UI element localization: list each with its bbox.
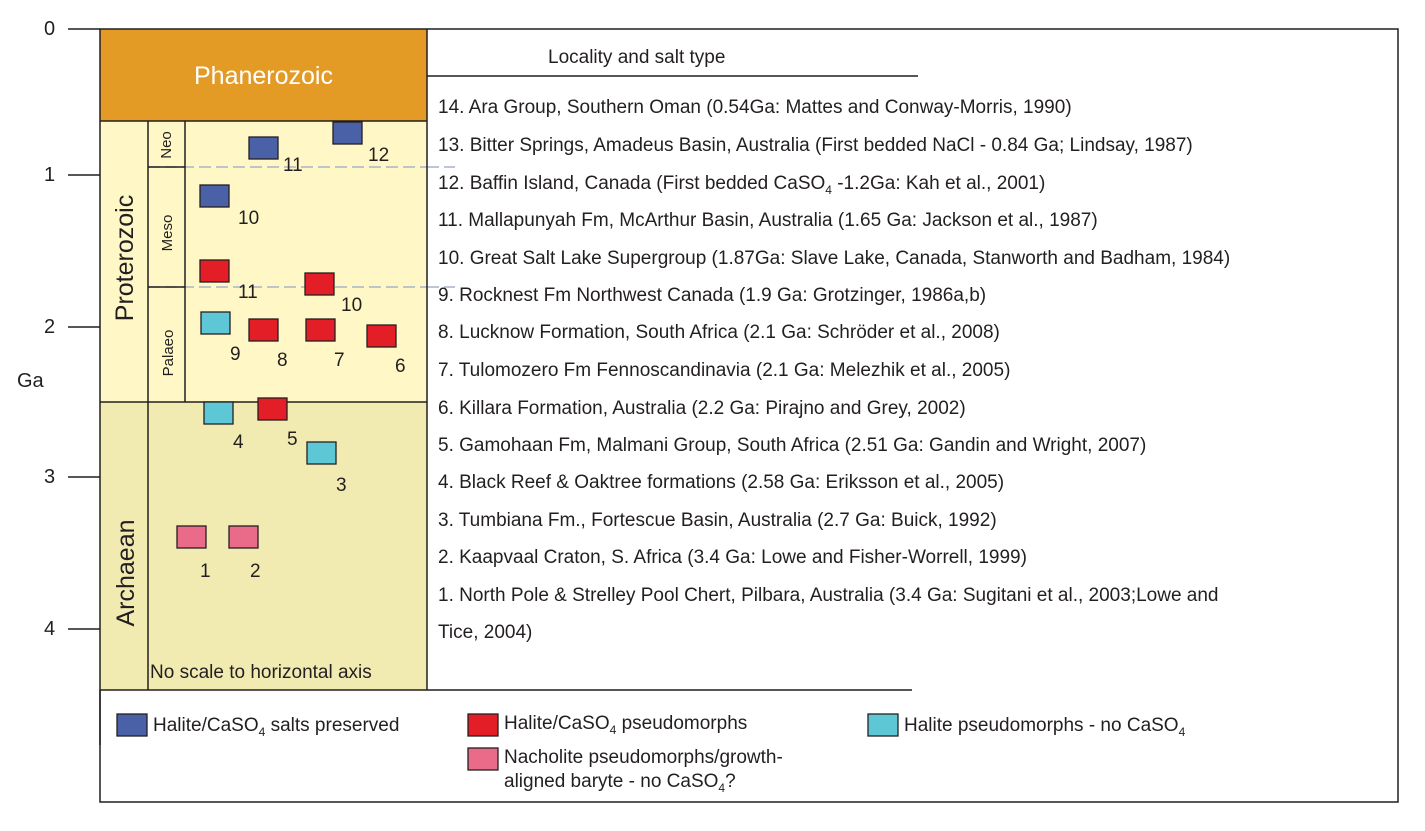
legend-pseudomorph-label: Halite/CaSO4 pseudomorphs	[504, 713, 748, 737]
legend-swatch-preserved	[116, 713, 148, 737]
marker-3-halite	[306, 441, 337, 465]
marker-9-halite	[200, 311, 231, 335]
archaean-box	[100, 402, 427, 690]
legend-swatch-pseudomorph	[467, 713, 499, 737]
marker-label-10a: 10	[238, 208, 260, 229]
marker-8-pseudomorph	[248, 318, 279, 342]
marker-12-preserved	[332, 121, 363, 145]
locality-14: 14. Ara Group, Southern Oman (0.54Ga: Ma…	[438, 97, 1072, 118]
locality-2: 2. Kaapvaal Craton, S. Africa (3.4 Ga: L…	[438, 547, 1027, 568]
locality-header: Locality and salt type	[548, 47, 726, 68]
legend-nacholite-label-1: Nacholite pseudomorphs/growth-	[504, 747, 783, 768]
locality-4: 4. Black Reef & Oaktree formations (2.58…	[438, 472, 1005, 493]
marker-2-nacholite	[228, 525, 259, 549]
marker-5-pseudomorph	[257, 397, 288, 421]
marker-1-nacholite	[176, 525, 207, 549]
locality-13: 13. Bitter Springs, Amadeus Basin, Austr…	[438, 135, 1193, 156]
marker-7-pseudomorph	[305, 318, 336, 342]
marker-11-preserved	[248, 136, 279, 160]
marker-6-pseudomorph	[366, 324, 397, 348]
marker-label-6: 6	[395, 356, 406, 377]
phanerozoic-box	[100, 29, 427, 121]
marker-11-pseudomorph	[199, 259, 230, 283]
marker-label-9: 9	[230, 344, 241, 365]
locality-12: 12. Baffin Island, Canada (First bedded …	[438, 173, 1046, 197]
locality-9: 9. Rocknest Fm Northwest Canada (1.9 Ga:…	[438, 285, 987, 306]
marker-label-3: 3	[336, 475, 347, 496]
locality-1: 1. North Pole & Strelley Pool Chert, Pil…	[438, 585, 1219, 606]
outer-frame	[99, 28, 1399, 803]
locality-11: 11. Mallapunyah Fm, McArthur Basin, Aust…	[438, 210, 1098, 231]
marker-label-11b: 11	[238, 282, 258, 303]
locality-10: 10. Great Salt Lake Supergroup (1.87Ga: …	[438, 248, 1231, 269]
marker-10-preserved	[199, 184, 230, 208]
y-axis-ticks	[68, 28, 100, 630]
marker-4-halite	[203, 401, 234, 425]
locality-5: 5. Gamohaan Fm, Malmani Group, South Afr…	[438, 435, 1147, 456]
legend-swatch-halite	[867, 713, 899, 737]
archaean-label: Archaean	[112, 519, 140, 626]
marker-label-10b: 10	[341, 295, 363, 316]
y-tick-1: 1	[44, 164, 56, 186]
locality-3: 3. Tumbiana Fm., Fortescue Basin, Austra…	[438, 510, 997, 531]
marker-label-1: 1	[200, 561, 211, 582]
legend-swatches	[116, 713, 899, 771]
legend-nacholite-label-2: aligned baryte - no CaSO4?	[504, 771, 736, 795]
y-tick-0: 0	[44, 18, 56, 40]
era-neo-label: Neo	[158, 131, 175, 159]
legend-preserved-label: Halite/CaSO4 salts preserved	[153, 715, 400, 739]
legend-halite-label: Halite pseudomorphs - no CaSO4	[904, 715, 1186, 739]
locality-1-cont: Tice, 2004)	[438, 622, 533, 643]
markers	[176, 121, 397, 549]
marker-label-12: 12	[368, 145, 390, 166]
legend-swatch-nacholite	[467, 747, 499, 771]
marker-label-11a: 11	[283, 155, 303, 176]
phanerozoic-label: Phanerozoic	[194, 62, 333, 90]
era-palaeo-label: Palaeo	[160, 330, 177, 377]
locality-6: 6. Killara Formation, Australia (2.2 Ga:…	[438, 398, 966, 419]
locality-8: 8. Lucknow Formation, South Africa (2.1 …	[438, 322, 1000, 343]
era-meso-label: Meso	[159, 215, 176, 252]
y-axis-label: Ga	[17, 370, 44, 392]
marker-10-pseudomorph	[304, 272, 335, 296]
no-scale-note: No scale to horizontal axis	[150, 662, 372, 683]
marker-label-8: 8	[277, 350, 288, 371]
y-tick-2: 2	[44, 316, 56, 338]
marker-label-2: 2	[250, 561, 261, 582]
marker-label-4: 4	[233, 432, 244, 453]
marker-label-5: 5	[287, 429, 298, 450]
locality-7: 7. Tulomozero Fm Fennoscandinavia (2.1 G…	[438, 360, 1011, 381]
proterozoic-box	[100, 121, 427, 402]
marker-label-7: 7	[334, 350, 345, 371]
proterozoic-label: Proterozoic	[111, 195, 139, 321]
y-tick-3: 3	[44, 466, 56, 488]
y-tick-4: 4	[44, 618, 56, 640]
